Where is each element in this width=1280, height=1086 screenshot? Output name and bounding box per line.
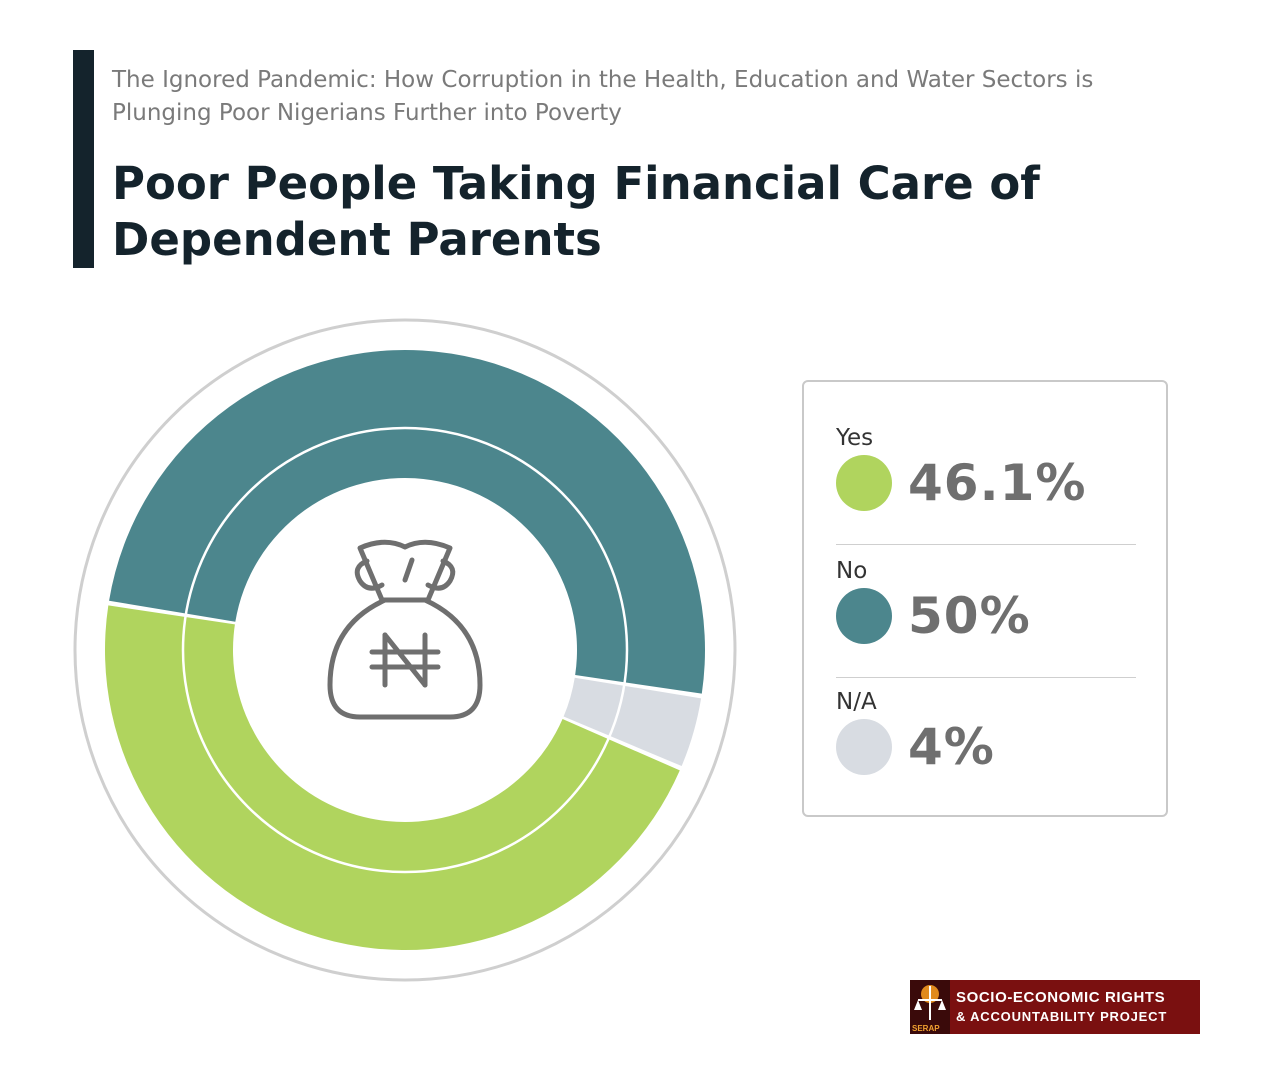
report-subtitle: The Ignored Pandemic: How Corruption in … (112, 67, 1094, 126)
logo-line1: SOCIO-ECONOMIC RIGHTS (956, 989, 1166, 1006)
legend-divider (836, 544, 1136, 545)
legend-divider (836, 677, 1136, 678)
serap-logo: SERAP SOCIO-ECONOMIC RIGHTS & ACCOUNTABI… (910, 980, 1200, 1034)
scales-of-justice-icon: SERAP (910, 980, 950, 1034)
legend-value: 4% (908, 718, 995, 776)
title-accent-bar (73, 50, 94, 268)
legend-value: 46.1% (908, 454, 1087, 512)
legend-item-no: No 50% (836, 557, 1136, 645)
legend-swatch (836, 455, 892, 511)
naira-money-bag-icon (327, 539, 483, 720)
donut-slice-na (563, 677, 702, 767)
legend-label: N/A (836, 689, 877, 715)
donut-chart (73, 318, 737, 982)
donut-slice-no (109, 350, 705, 694)
legend-swatch (836, 588, 892, 644)
chart-legend: Yes 46.1% No 50% N/A 4% (802, 380, 1168, 817)
legend-item-na: N/A 4% (836, 688, 1136, 776)
legend-label: No (836, 558, 868, 584)
legend-item-yes: Yes 46.1% (836, 424, 1136, 512)
legend-label: Yes (836, 425, 874, 451)
donut-slice-yes (105, 605, 680, 951)
logo-line2: & ACCOUNTABILITY PROJECT (956, 1009, 1168, 1024)
chart-title: Poor People Taking Financial Care of Dep… (112, 157, 1040, 266)
legend-swatch (836, 719, 892, 775)
logo-emblem-text: SERAP (912, 1024, 940, 1033)
outer-ring-outline (73, 318, 737, 982)
inner-ring-outline (181, 426, 629, 874)
legend-value: 50% (908, 587, 1031, 645)
